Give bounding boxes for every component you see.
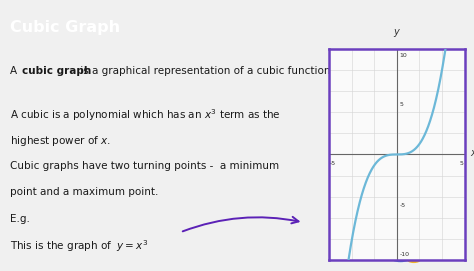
Text: 10: 10 <box>400 53 408 58</box>
Text: This is the graph of  $y = x^3$: This is the graph of $y = x^3$ <box>10 238 149 254</box>
Text: A: A <box>10 66 21 76</box>
Text: $x$: $x$ <box>470 149 474 159</box>
Text: -5: -5 <box>400 203 406 208</box>
Text: is a graphical representation of a cubic function.: is a graphical representation of a cubic… <box>77 66 334 76</box>
Text: cubic graph: cubic graph <box>22 66 91 76</box>
Text: point and a maximum point.: point and a maximum point. <box>10 187 159 197</box>
Circle shape <box>407 256 420 262</box>
Text: Cubic graphs have two turning points -  a minimum: Cubic graphs have two turning points - a… <box>10 160 280 170</box>
Text: A cubic is a polynomial which has an $x^3$ term as the: A cubic is a polynomial which has an $x^… <box>10 108 281 123</box>
Text: $y$: $y$ <box>393 27 401 39</box>
Text: -10: -10 <box>400 252 410 257</box>
FancyArrowPatch shape <box>182 217 299 231</box>
Text: highest power of $x$.: highest power of $x$. <box>10 134 111 148</box>
Text: -5: -5 <box>330 161 336 166</box>
Text: 5: 5 <box>400 102 403 107</box>
Text: E.g.: E.g. <box>10 214 30 224</box>
Text: Cubic Graph: Cubic Graph <box>10 20 120 35</box>
Text: 5: 5 <box>459 161 463 166</box>
Circle shape <box>390 252 411 262</box>
Text: THIRD SPACE
LEARNING: THIRD SPACE LEARNING <box>423 249 458 260</box>
